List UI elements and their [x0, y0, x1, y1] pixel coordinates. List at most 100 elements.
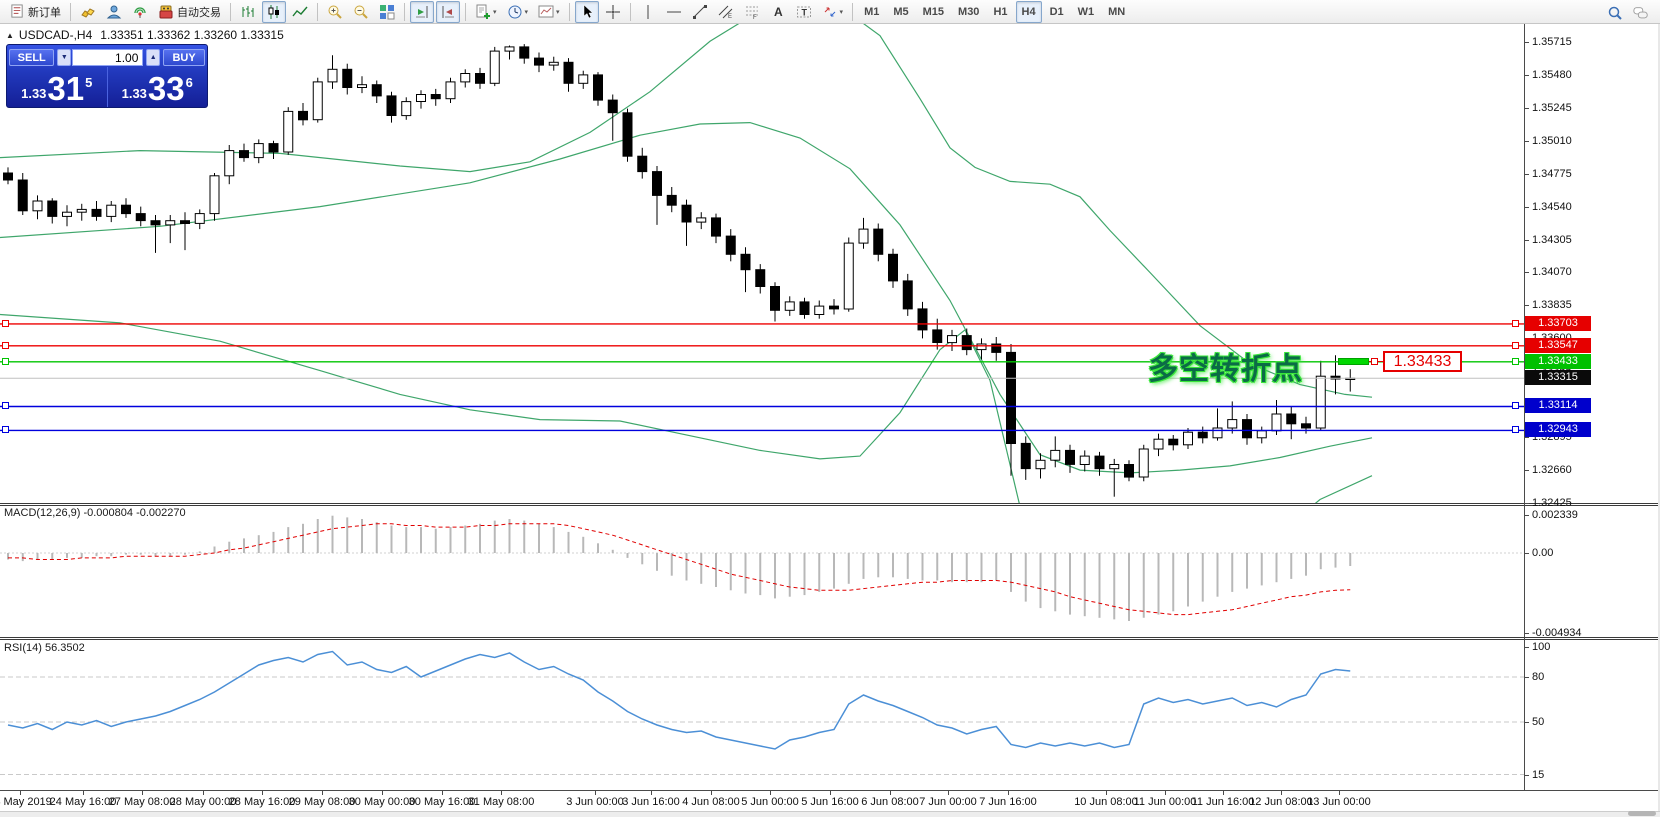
line-handle[interactable] — [2, 319, 9, 327]
bull-candle — [504, 46, 515, 52]
signals-icon-button[interactable] — [128, 1, 152, 23]
volume-field[interactable]: 1.00 — [72, 48, 144, 66]
crosshair-button[interactable] — [601, 1, 625, 23]
chart-candles-button[interactable] — [262, 0, 286, 23]
hline-button[interactable] — [662, 1, 686, 23]
bear-candle — [711, 217, 721, 237]
time-tick — [20, 791, 21, 795]
dropdown-arrow-icon[interactable]: ▾ — [493, 8, 497, 16]
zoom-out-button[interactable] — [349, 1, 373, 23]
new-chart-button[interactable]: ▾ — [471, 1, 501, 23]
dropdown-arrow-icon[interactable]: ▾ — [524, 8, 529, 16]
bear-candle — [342, 68, 353, 88]
line-handle[interactable] — [2, 341, 9, 349]
line-handle[interactable] — [2, 426, 9, 434]
bull-candle — [843, 242, 854, 310]
new-order-button[interactable]: 新订单 — [5, 1, 65, 23]
time-tick-label: 3 Jun 00:00 — [566, 796, 624, 808]
rsi-panel-canvas[interactable] — [0, 640, 1524, 790]
line-handle[interactable] — [1512, 426, 1519, 434]
sell-price-prefix: 1.33 — [21, 86, 47, 101]
vline-button[interactable] — [636, 1, 660, 23]
annotation-green-marker[interactable] — [1338, 358, 1369, 365]
timeframe-w1[interactable]: W1 — [1077, 5, 1095, 18]
volume-increase-button[interactable]: ▲ — [146, 48, 161, 66]
buy-price-sup: 6 — [185, 75, 193, 90]
timeframe-mn[interactable]: MN — [1108, 5, 1126, 18]
bear-candle — [917, 308, 928, 331]
zoom-in-button[interactable] — [323, 1, 347, 23]
panel-separator[interactable] — [0, 503, 1660, 506]
chart-shift-button[interactable] — [436, 0, 460, 23]
text-button[interactable]: A — [766, 1, 790, 23]
rsi-tick-label: 100 — [1532, 641, 1551, 653]
cursor-button[interactable] — [574, 0, 599, 23]
tile-windows-button[interactable] — [375, 1, 399, 23]
search-button[interactable] — [1603, 2, 1627, 24]
label-button[interactable]: T — [792, 1, 816, 23]
main-chart-canvas[interactable] — [0, 24, 1524, 503]
profiles-button[interactable]: ▾ — [503, 1, 533, 23]
fibonacci-button[interactable]: F — [740, 1, 764, 23]
price-tick — [1524, 206, 1529, 208]
bear-candle — [593, 74, 603, 101]
buy-price[interactable]: 1.33 33 6 — [108, 67, 208, 107]
bear-candle — [755, 269, 766, 287]
annotation-price-box[interactable]: 1.33433 — [1383, 351, 1462, 372]
collapse-panel-icon[interactable]: ▲ — [6, 30, 14, 40]
resize-grip[interactable] — [1628, 811, 1656, 816]
sell-button[interactable]: SELL — [9, 48, 55, 66]
line-handle[interactable] — [1512, 319, 1519, 327]
arrows-button[interactable]: ▾ — [818, 1, 848, 23]
channel-button[interactable]: E — [714, 1, 738, 23]
chart-bars-button[interactable] — [236, 1, 260, 23]
time-tick-label: 27 May 08:00 — [108, 796, 176, 808]
funds-icon-button[interactable] — [76, 1, 100, 23]
chart-line-button[interactable] — [288, 1, 312, 23]
chat-button[interactable] — [1629, 2, 1653, 24]
timeframe-m30[interactable]: M30 — [958, 5, 980, 18]
volume-decrease-button[interactable]: ▼ — [57, 48, 72, 66]
bull-candle — [489, 50, 500, 84]
price-badge-1.33703: 1.33703 — [1525, 315, 1591, 331]
macd-panel-canvas[interactable] — [0, 506, 1524, 637]
auto-scroll-button[interactable] — [410, 0, 434, 23]
timeframe-m15[interactable]: M15 — [922, 5, 945, 18]
buy-button[interactable]: BUY — [163, 48, 205, 66]
timeframe-h4[interactable]: H4 — [1015, 0, 1042, 23]
price-tick-label: 1.35480 — [1532, 68, 1572, 81]
line-handle[interactable] — [2, 402, 9, 410]
bull-candle — [1256, 430, 1267, 439]
time-tick-label: 11 Jun 00:00 — [1133, 796, 1197, 808]
bull-candle — [209, 175, 220, 215]
annotation-handle[interactable] — [1371, 358, 1378, 365]
trendline-button[interactable] — [688, 1, 712, 23]
bear-candle — [371, 84, 382, 97]
accounts-icon-button[interactable] — [102, 1, 126, 23]
sell-price[interactable]: 1.33 31 5 — [7, 67, 108, 107]
line-handle[interactable] — [2, 357, 9, 365]
timeframe-group: M1 M5 M15 M30 H1 H4 D1 W1 MN — [857, 0, 1132, 23]
line-handle[interactable] — [1512, 402, 1519, 410]
chart-title: ▲ USDCAD-,H4 1.33351 1.33362 1.33260 1.3… — [6, 28, 284, 42]
autotrade-button[interactable]: 自动交易 — [154, 1, 225, 23]
bull-candle — [312, 81, 323, 121]
timeframe-m1[interactable]: M1 — [864, 5, 880, 18]
dropdown-arrow-icon[interactable]: ▾ — [556, 8, 560, 16]
bear-candle — [1020, 442, 1031, 470]
timeframe-d1[interactable]: D1 — [1049, 5, 1064, 18]
line-handle[interactable] — [1512, 341, 1519, 349]
templates-button[interactable]: ▾ — [534, 1, 564, 23]
timeframe-m5[interactable]: M5 — [893, 5, 909, 18]
timeframe-h1[interactable]: H1 — [993, 5, 1008, 18]
bull-candle — [784, 301, 795, 311]
line-handle[interactable] — [1512, 357, 1519, 365]
bear-candle — [268, 143, 279, 153]
autotrade-button-label: 自动交易 — [177, 6, 221, 19]
dropdown-arrow-icon[interactable]: ▾ — [839, 8, 844, 16]
chart-annotation-text[interactable]: 多空转折点 — [1148, 353, 1303, 386]
bull-candle — [1050, 449, 1061, 461]
price-badge-1.33433: 1.33433 — [1525, 353, 1591, 369]
bear-candle — [239, 150, 249, 159]
panel-separator[interactable] — [0, 637, 1660, 640]
